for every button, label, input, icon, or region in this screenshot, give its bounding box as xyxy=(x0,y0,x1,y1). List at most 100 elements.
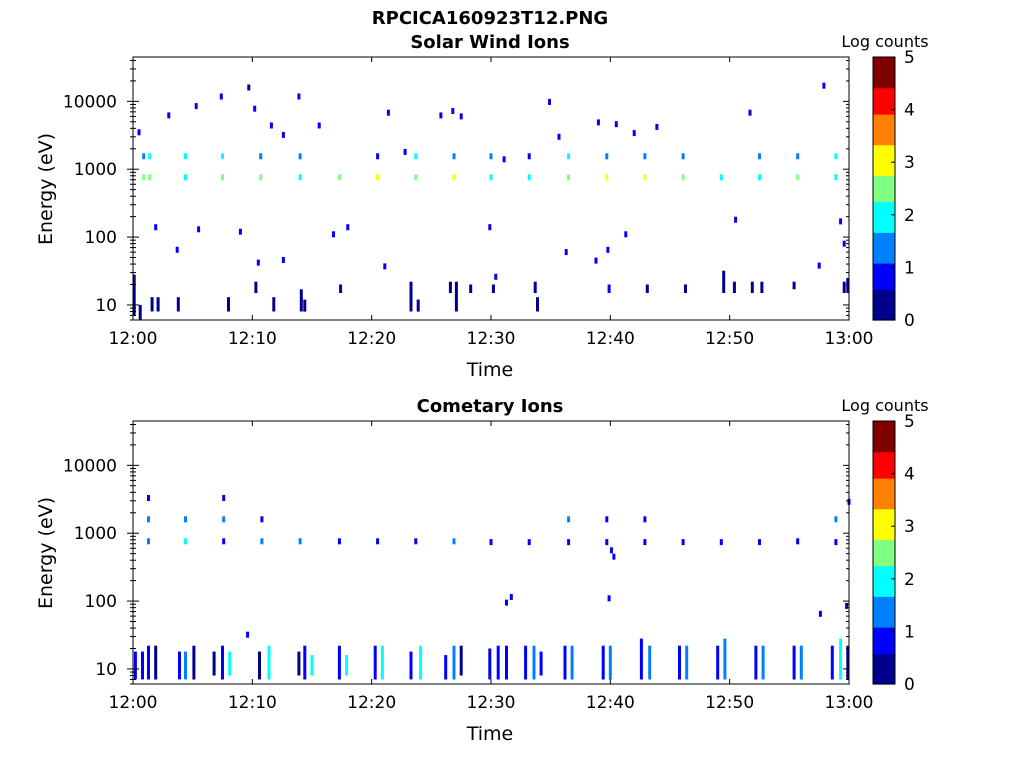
colorbar-segment xyxy=(873,596,895,602)
heatmap-streak xyxy=(192,645,196,680)
heatmap-streak xyxy=(138,304,142,320)
colorbar-segment xyxy=(873,315,895,321)
heatmap-cell xyxy=(758,174,761,181)
colorbar-segment xyxy=(873,574,895,580)
heatmap-streak xyxy=(303,299,307,312)
heatmap-cell xyxy=(567,539,571,546)
colorbar-tick-label: 0 xyxy=(904,675,915,695)
heatmap-cell xyxy=(147,538,150,545)
y-tick-label: 1000 xyxy=(74,524,117,544)
x-axis-label: Time xyxy=(466,723,514,745)
heatmap-cell xyxy=(605,153,609,160)
heatmap-cell xyxy=(796,174,800,181)
heatmap-cometary xyxy=(133,495,851,680)
colorbar-solar-wind: 0 1 2 3 4 5 xyxy=(872,48,915,331)
heatmap-cell xyxy=(643,174,647,181)
colorbar-segment xyxy=(873,306,895,312)
colorbar-segment xyxy=(873,587,895,593)
x-tick-label: 12:50 xyxy=(705,693,754,713)
colorbar-segment xyxy=(873,258,895,264)
heatmap-cell xyxy=(452,153,456,160)
colorbar-segment xyxy=(873,548,895,554)
heatmap-cell xyxy=(383,263,387,270)
heatmap-cell xyxy=(681,539,685,546)
heatmap-cell xyxy=(184,538,187,545)
colorbar-segment xyxy=(873,127,895,133)
heatmap-cell xyxy=(489,174,493,181)
heatmap-cell xyxy=(281,131,285,138)
heatmap-streak xyxy=(303,645,307,680)
colorbar-segment xyxy=(873,504,895,510)
colorbar-segment xyxy=(873,543,895,549)
heatmap-cell xyxy=(748,109,752,116)
colorbar-segment xyxy=(873,135,895,141)
y-tick-label: 10000 xyxy=(63,456,117,476)
colorbar-segment xyxy=(873,162,895,168)
heatmap-streak xyxy=(221,645,224,680)
heatmap-streak xyxy=(409,281,413,312)
heatmap-cell xyxy=(527,174,531,181)
x-tick-label: 13:00 xyxy=(825,329,874,349)
x-tick-label: 12:00 xyxy=(109,329,158,349)
x-tick-label: 12:10 xyxy=(228,329,277,349)
colorbar-segment xyxy=(873,131,895,137)
colorbar-segment xyxy=(873,482,895,488)
heatmap-streak xyxy=(454,281,458,312)
heatmap-streak xyxy=(452,645,456,680)
colorbar-segment xyxy=(873,284,895,290)
heatmap-cell xyxy=(332,231,335,238)
heatmap-cell xyxy=(796,153,800,160)
y-tick-label: 10 xyxy=(95,296,117,316)
colorbar-segment xyxy=(873,495,895,501)
heatmap-streak xyxy=(842,281,846,293)
x-tick-label: 12:20 xyxy=(347,329,396,349)
colorbar-frame xyxy=(872,420,896,685)
colorbar-segment xyxy=(873,223,895,229)
heatmap-cell xyxy=(137,129,141,136)
heatmap-cell xyxy=(337,538,341,545)
colorbar-segment xyxy=(873,74,895,80)
heatmap-cell xyxy=(246,631,250,638)
heatmap-streak xyxy=(639,638,643,680)
colorbar-segment xyxy=(873,570,895,576)
x-tick-label: 12:00 xyxy=(109,693,158,713)
heatmap-cell xyxy=(238,228,242,235)
colorbar-segment xyxy=(873,486,895,492)
heatmap-cell xyxy=(148,174,152,181)
colorbar-segment xyxy=(873,166,895,172)
colorbar-tick-label: 2 xyxy=(904,206,915,226)
heatmap-cell xyxy=(451,108,455,114)
heatmap-cell xyxy=(527,539,531,546)
colorbar-segment xyxy=(873,87,895,93)
colorbar-segment xyxy=(873,249,895,255)
heatmap-cell xyxy=(281,257,285,263)
heatmap-cell xyxy=(297,93,301,100)
colorbar-segment xyxy=(873,170,895,176)
heatmap-cell xyxy=(452,538,456,545)
heatmap-cell xyxy=(184,153,187,160)
colorbar-tick-label: 0 xyxy=(904,311,915,331)
colorbar-segment xyxy=(873,232,895,238)
colorbar-segment xyxy=(873,662,895,668)
x-tick-label: 12:30 xyxy=(467,693,516,713)
x-tick-label: 12:40 xyxy=(586,693,635,713)
heatmap-cell xyxy=(197,226,201,233)
colorbar-segment xyxy=(873,644,895,650)
colorbar-segment xyxy=(873,65,895,71)
colorbar-segment xyxy=(873,109,895,115)
colorbar-segment xyxy=(873,618,895,624)
heatmap-cell xyxy=(222,495,226,501)
heatmap-solar-wind xyxy=(132,82,850,320)
heatmap-cell xyxy=(489,539,493,546)
y-tick-label: 10000 xyxy=(63,92,117,112)
heatmap-streak xyxy=(723,638,727,680)
colorbar-segment xyxy=(873,534,895,540)
heatmap-streak xyxy=(532,645,536,680)
heatmap-streak xyxy=(337,645,341,680)
colorbar-segment xyxy=(873,530,895,536)
heatmap-cell xyxy=(834,153,838,160)
heatmap-cell xyxy=(834,516,838,523)
heatmap-streak xyxy=(258,651,261,680)
heatmap-streak xyxy=(533,281,537,293)
heatmap-cell xyxy=(488,224,492,231)
